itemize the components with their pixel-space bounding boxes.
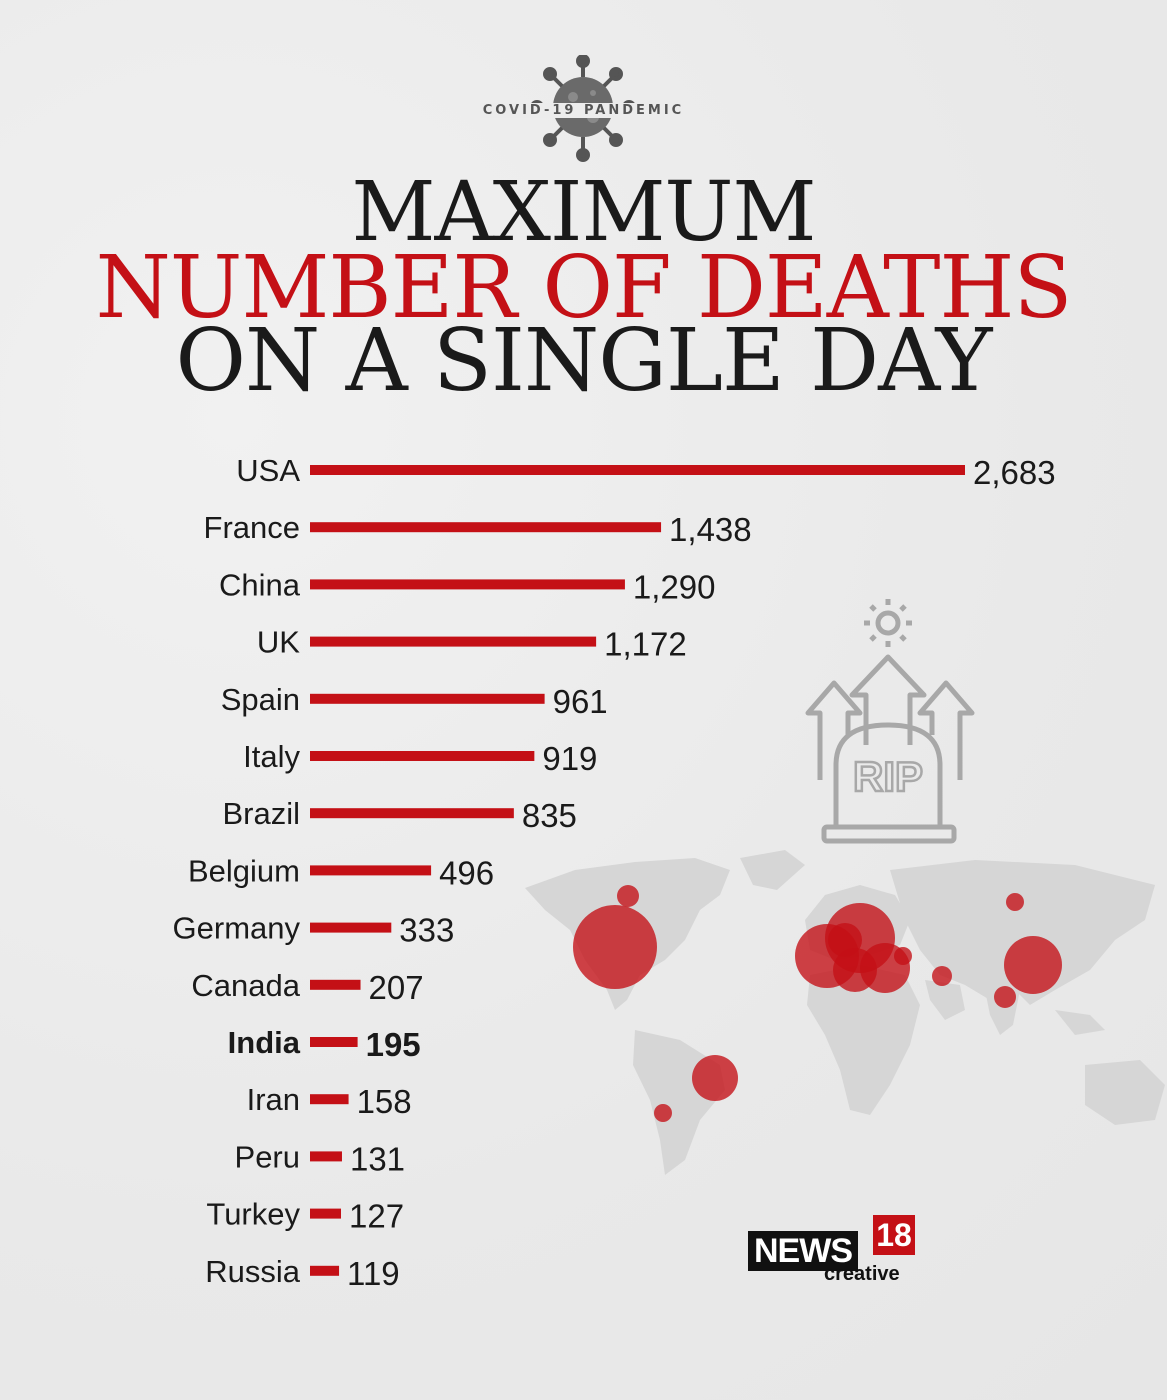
value-label-belgium: 496 — [439, 854, 494, 891]
bar-uk — [310, 636, 597, 647]
title-line-1: MAXIMUM — [351, 165, 817, 260]
title-line-2: NUMBER OF DEATHS — [95, 238, 1073, 338]
title-line-3: ON A SINGLE DAY — [175, 311, 993, 411]
category-label-china: China — [219, 567, 301, 602]
bar-iran — [310, 1094, 349, 1105]
category-label-belgium: Belgium — [188, 853, 300, 888]
value-label-germany: 333 — [399, 912, 454, 949]
bar-canada — [310, 979, 361, 990]
kicker-block: COVID-19 PANDEMIC — [0, 55, 1167, 165]
bar-chart: USA 2,683 France 1,438 China 1,290 UK 1,172 Spai… — [173, 453, 1056, 1292]
tombstone-icon: RIP — [805, 599, 975, 844]
value-label-iran: 158 — [357, 1083, 412, 1120]
category-label-germany: Germany — [173, 911, 301, 946]
category-label-turkey: Turkey — [206, 1197, 300, 1232]
logo-number: 18 — [873, 1215, 915, 1255]
rip-label: RIP — [853, 753, 923, 800]
value-label-uk: 1,172 — [604, 626, 687, 663]
value-label-spain: 961 — [553, 683, 608, 720]
arrow-up-left-icon — [805, 680, 863, 780]
category-label-spain: Spain — [221, 682, 300, 717]
value-label-canada: 207 — [369, 969, 424, 1006]
category-label-usa: USA — [236, 453, 300, 488]
category-label-canada: Canada — [191, 968, 300, 1003]
category-label-peru: Peru — [235, 1139, 300, 1174]
value-label-india: 195 — [366, 1026, 421, 1063]
bar-usa — [310, 465, 965, 475]
value-label-peru: 131 — [350, 1140, 405, 1177]
kicker-text: COVID-19 PANDEMIC — [479, 103, 688, 118]
value-label-brazil: 835 — [522, 797, 577, 834]
value-label-usa: 2,683 — [973, 454, 1056, 491]
category-label-uk: UK — [257, 625, 300, 660]
bar-russia — [310, 1265, 340, 1276]
category-label-france: France — [204, 510, 300, 545]
value-label-russia: 119 — [347, 1255, 400, 1292]
bar-peru — [310, 1151, 342, 1162]
bar-turkey — [310, 1208, 342, 1219]
news18-logo: NEWS 18 creative — [748, 1215, 918, 1285]
value-label-china: 1,290 — [633, 568, 716, 605]
category-label-italy: Italy — [243, 739, 300, 774]
bar-germany — [310, 922, 392, 933]
category-label-india: India — [228, 1025, 301, 1060]
bar-india — [310, 1037, 358, 1047]
value-label-italy: 919 — [542, 740, 597, 777]
value-label-france: 1,438 — [669, 511, 752, 548]
logo-news-text: NEWS — [748, 1231, 858, 1271]
bar-italy — [310, 751, 535, 761]
world-map — [525, 850, 1165, 1175]
category-label-iran: Iran — [247, 1082, 300, 1117]
arrow-up-right-icon — [917, 680, 975, 780]
bar-france — [310, 522, 662, 533]
bar-spain — [310, 693, 545, 704]
value-label-turkey: 127 — [349, 1198, 404, 1235]
arrow-up-center-icon — [849, 654, 927, 745]
bar-belgium — [310, 865, 432, 876]
virus-small-icon — [864, 599, 912, 647]
category-label-russia: Russia — [205, 1254, 301, 1289]
bar-china — [310, 579, 625, 590]
logo-sub-text: creative — [824, 1263, 900, 1285]
bar-brazil — [310, 808, 514, 819]
category-label-brazil: Brazil — [222, 796, 300, 831]
